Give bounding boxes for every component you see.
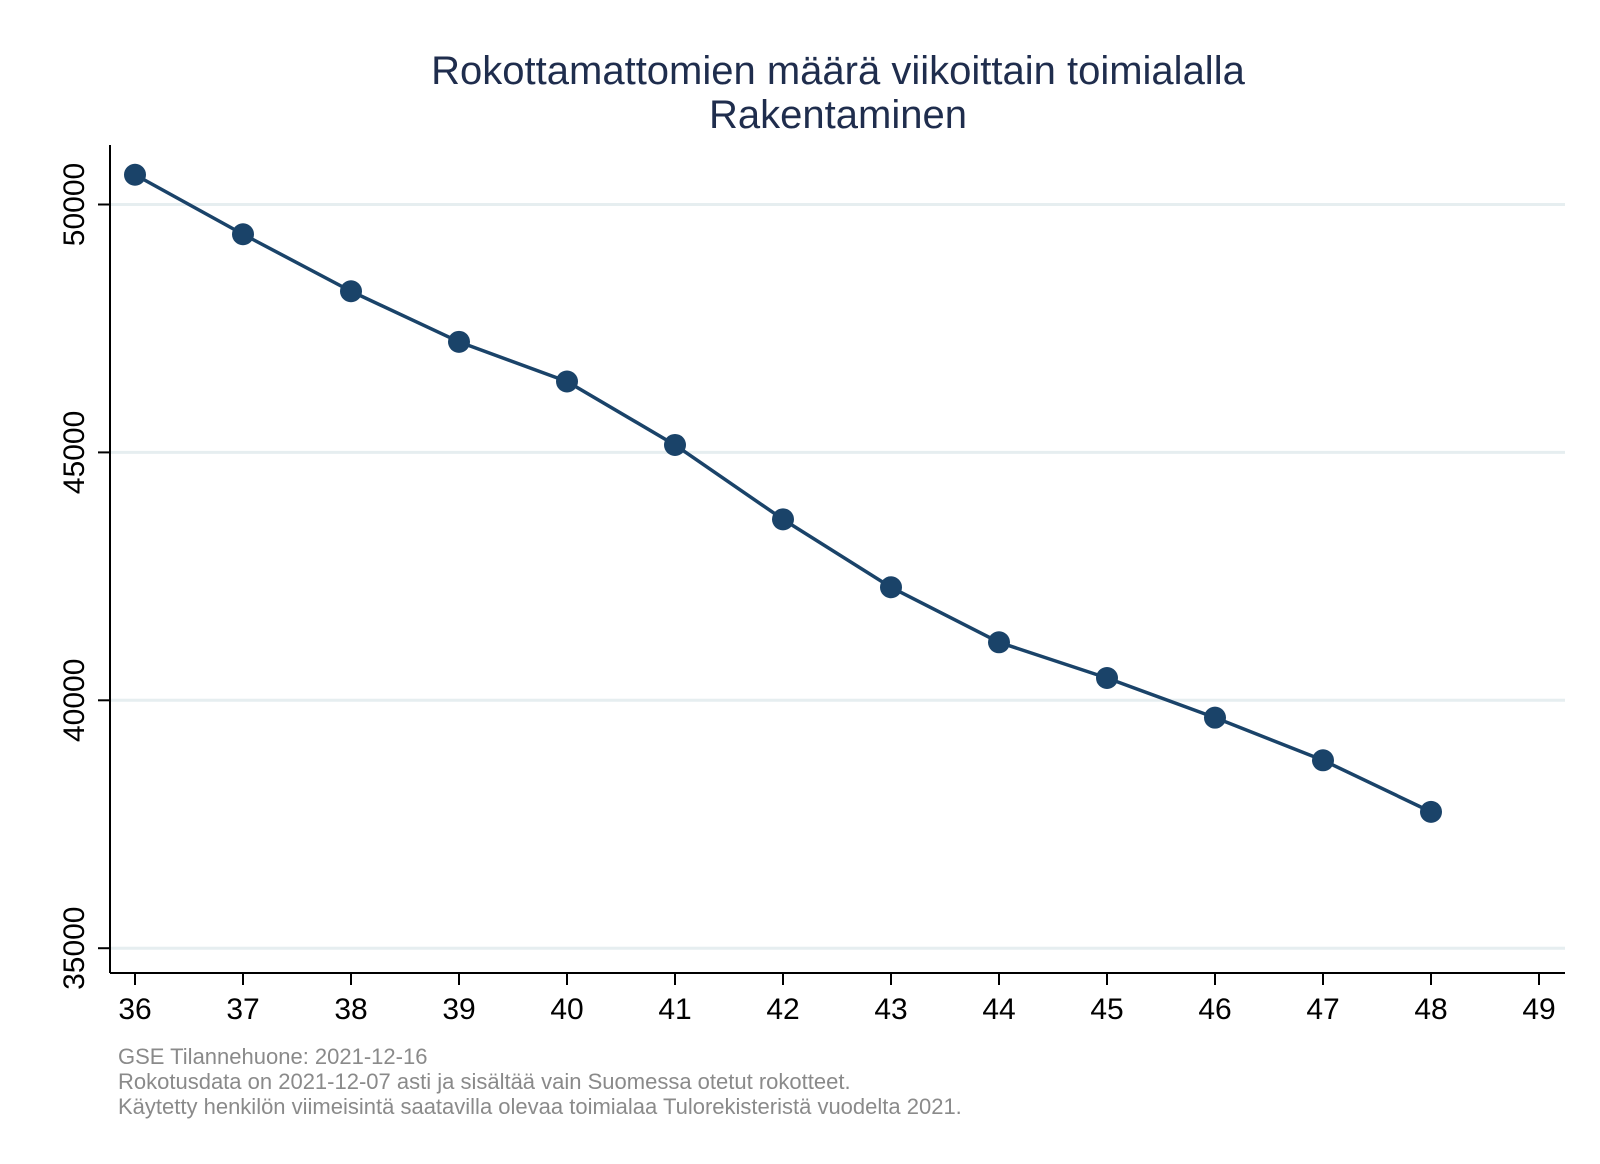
x-tick-label: 36: [118, 993, 151, 1026]
y-axis-ticks: 35000 40000 45000 50000: [58, 163, 110, 990]
x-tick-label: 45: [1090, 993, 1123, 1026]
data-point: [1204, 706, 1226, 729]
data-point: [448, 330, 470, 353]
data-point: [988, 631, 1010, 654]
x-tick-label: 47: [1306, 993, 1339, 1026]
x-tick-label: 43: [874, 993, 907, 1026]
chart-title: Rokottamattomien määrä viikoittain toimi…: [431, 49, 1245, 93]
data-point: [124, 163, 146, 186]
source-note: GSE Tilannehuone: 2021-12-16: [118, 1044, 427, 1069]
x-tick-label: 40: [550, 993, 583, 1026]
series-line: [134, 173, 1432, 814]
y-tick-label: 50000: [58, 163, 91, 246]
axes: [109, 145, 1565, 974]
data-point: [664, 433, 686, 456]
gridlines: [110, 202, 1565, 950]
x-tick-label: 46: [1198, 993, 1231, 1026]
x-tick-label: 37: [226, 993, 259, 1026]
series-group: [124, 163, 1442, 823]
x-axis-ticks: 36 37 38 39 40 41 42 43 44 45 46 47 48 49: [118, 973, 1556, 1026]
data-point: [1096, 666, 1118, 689]
method-note: Käytetty henkilön viimeisintä saatavilla…: [118, 1094, 962, 1119]
y-tick-label: 45000: [58, 411, 91, 494]
x-tick-label: 42: [766, 993, 799, 1026]
y-tick-label: 35000: [58, 906, 91, 989]
data-point: [232, 223, 254, 246]
y-tick-label: 40000: [58, 659, 91, 742]
chart-subtitle: Rakentaminen: [709, 93, 967, 137]
x-tick-label: 48: [1414, 993, 1447, 1026]
data-note: Rokotusdata on 2021-12-07 asti ja sisält…: [118, 1069, 851, 1094]
x-tick-label: 44: [982, 993, 1015, 1026]
x-tick-label: 39: [442, 993, 475, 1026]
data-point: [1312, 749, 1334, 772]
x-tick-label: 41: [658, 993, 691, 1026]
data-point: [1420, 800, 1442, 823]
data-point: [880, 576, 902, 599]
data-point: [340, 280, 362, 303]
x-tick-label: 38: [334, 993, 367, 1026]
x-tick-label: 49: [1522, 993, 1555, 1026]
data-point: [772, 508, 794, 531]
data-point: [556, 370, 578, 393]
